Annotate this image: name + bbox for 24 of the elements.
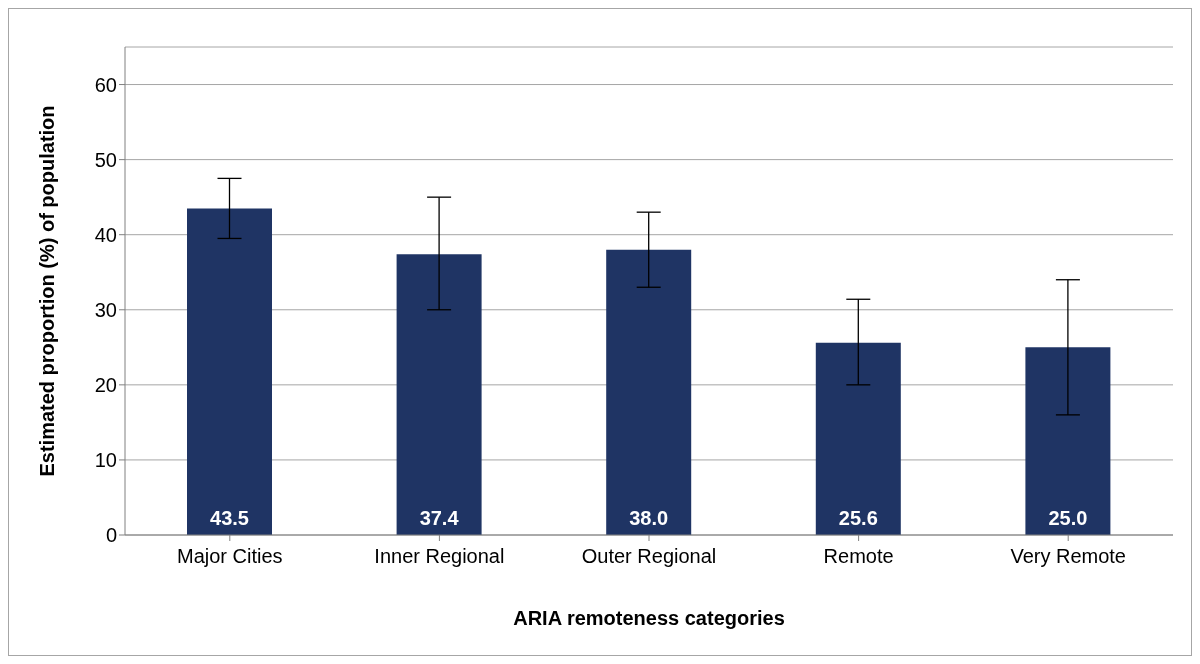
y-tick-label: 60 bbox=[94, 73, 117, 96]
bar bbox=[606, 249, 692, 535]
bar bbox=[1025, 347, 1111, 535]
x-axis-title: ARIA remoteness categories bbox=[513, 607, 785, 629]
y-tick-label: 20 bbox=[94, 373, 117, 396]
data-label: 37.4 bbox=[419, 507, 460, 529]
bar bbox=[396, 254, 482, 535]
x-tick-label: Major Cities bbox=[177, 545, 283, 568]
y-tick-label: 40 bbox=[94, 223, 117, 246]
x-tick-label: Remote bbox=[823, 545, 894, 568]
y-tick-label: 0 bbox=[105, 524, 117, 547]
x-tick-label: Very Remote bbox=[1010, 545, 1126, 568]
x-tick-label: Inner Regional bbox=[374, 545, 505, 568]
y-axis-title: Estimated proportion (%) of population bbox=[36, 105, 59, 477]
data-label: 38.0 bbox=[629, 507, 669, 529]
y-tick-label: 50 bbox=[94, 148, 117, 171]
bar bbox=[815, 342, 901, 535]
y-tick-label: 30 bbox=[94, 298, 117, 321]
data-label: 25.0 bbox=[1048, 507, 1088, 529]
y-tick-label: 10 bbox=[94, 449, 117, 472]
data-label: 25.6 bbox=[838, 507, 878, 529]
data-label: 43.5 bbox=[210, 507, 249, 529]
x-tick-label: Outer Regional bbox=[581, 545, 717, 568]
bar bbox=[187, 208, 272, 535]
